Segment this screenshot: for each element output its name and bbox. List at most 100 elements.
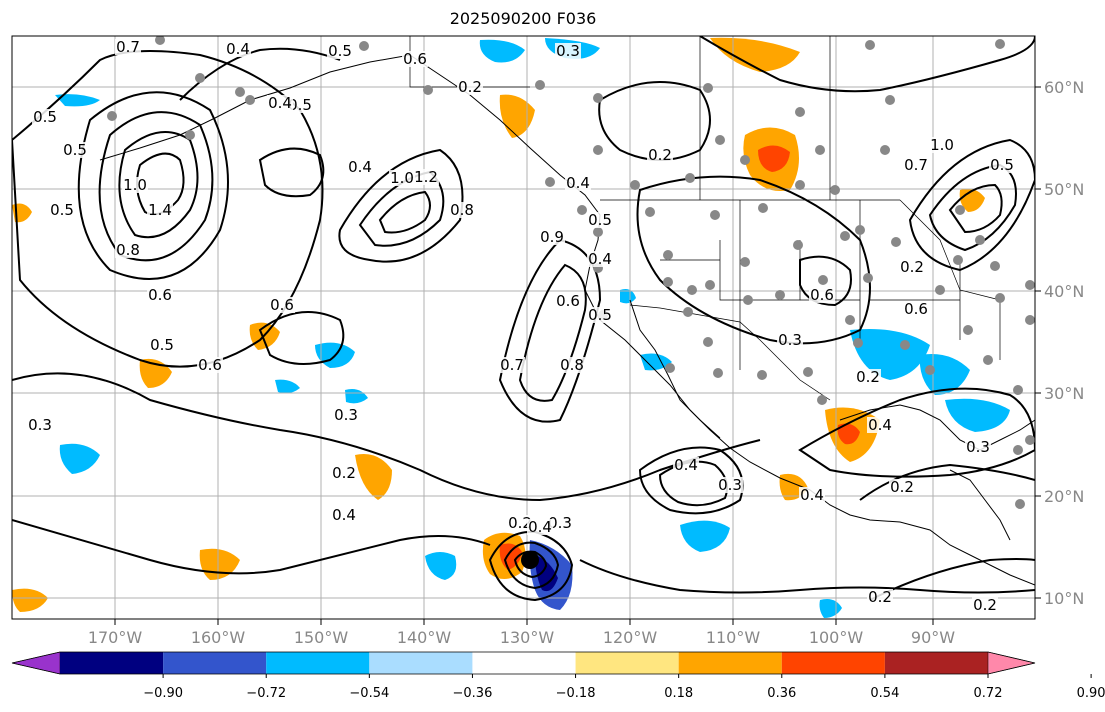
colorbar-segment [781,652,885,674]
lon-tick-label: 160°W [191,628,246,647]
contour-label-bg [555,293,581,309]
fill-patch [355,454,392,500]
contour-label-bg [972,597,998,613]
contour-label: 0.4 [566,174,590,192]
contour-label: 0.2 [458,78,482,96]
contour-label-bg [333,407,359,423]
colorbar-tick-label: −0.36 [453,686,493,701]
contour-label: 0.5 [288,96,312,114]
contour-label: 0.4 [226,40,250,58]
contour-label: 0.8 [116,241,140,259]
contour-label-bg [647,147,673,163]
contour-label: 0.5 [588,211,612,229]
contour-label-bg [717,477,743,493]
contour-label-bg [147,287,173,303]
contour-label: 0.5 [63,141,87,159]
contour-label: 0.5 [33,108,57,126]
colorbar-outline [11,651,1036,675]
contour-label-bg [32,109,58,125]
colorbar-tick-label: 0.54 [870,686,899,701]
contour-label: 0.4 [674,456,698,474]
fill-patch [945,398,1010,432]
contour-label-bg [899,259,925,275]
contour-label: 0.3 [548,514,572,532]
contour-label-bg [49,202,75,218]
colorbar-segment [163,652,267,674]
lat-tick-label: 50°N [1044,180,1084,199]
contour-label: 0.5 [150,336,174,354]
contour-label: 0.5 [588,306,612,324]
fill-patch [919,354,970,395]
contour-label: 0.6 [904,300,928,318]
contour-label: 0.3 [334,406,358,424]
contour-label: 0.3 [778,331,802,349]
contour-label-bg [507,515,533,531]
colorbar-tick-label: 0.36 [767,686,796,701]
contour-label-bg [889,479,915,495]
fill-patch [12,588,48,612]
fill-patch [479,39,525,63]
contour-label-bg [539,229,565,245]
contour-label-bg [287,97,313,113]
contour-label: 0.3 [966,438,990,456]
contour-label: 0.6 [556,292,580,310]
contour-label: 0.4 [332,506,356,524]
lon-tick-label: 140°W [397,628,452,647]
colorbar-segment [60,652,164,674]
lat-tick-label: 30°N [1044,384,1084,403]
contour-label-bg [555,43,581,59]
contour-label: 0.2 [868,588,892,606]
contour-label-bg [331,465,357,481]
contour-label-bg [903,157,929,173]
colorbar-segment [884,652,988,674]
lat-tick-label: 10°N [1044,589,1084,608]
contour-label-bg [122,177,148,193]
lon-tick-label: 110°W [706,628,761,647]
contour-label: 0.2 [508,514,532,532]
longitude-ticks: 170°W 160°W 150°W 140°W 130°W 120°W 110°W 100°W… [88,619,955,647]
contour-label: 0.2 [890,478,914,496]
contour-label: 0.3 [718,476,742,494]
contour-label-bg [799,487,825,503]
contour-label: 1.4 [148,201,172,219]
contour-label: 0.7 [904,156,928,174]
contour-label: 0.6 [198,356,222,374]
contour-label: 0.5 [990,156,1014,174]
fill-patch [680,520,730,552]
contour-label-bg [499,357,525,373]
fill-patch [499,94,535,138]
contour-label-bg [547,515,573,531]
contour-label: 1.0 [123,176,147,194]
contour-label: 0.2 [648,146,672,164]
contour-label-bg [225,41,251,57]
map-title: 2025090200 F036 [449,9,597,28]
lon-tick-label: 130°W [500,628,555,647]
colorbar-extend-low [11,651,61,675]
contour-label-bg [867,417,893,433]
contour-label: 0.3 [28,416,52,434]
lon-tick-label: 150°W [294,628,349,647]
contour-label: 0.4 [800,486,824,504]
lon-tick-label: 170°W [88,628,143,647]
contour-label: 0.4 [528,518,552,536]
contour-label-bg [777,332,803,348]
contour-label-bg [413,169,439,185]
contour-label-bg [457,79,483,95]
contour-label-bg [267,95,293,111]
contour-label-bg [149,337,175,353]
contour-label: 0.4 [588,250,612,268]
contour-label-bg [587,251,613,267]
contour-label: 0.4 [348,158,372,176]
colorbar-tick-label: 0.72 [974,686,1003,701]
colorbar-extend-high [987,651,1036,675]
contour-label-bg [527,519,553,535]
contour-label-bg [587,212,613,228]
contour-label: 0.2 [900,258,924,276]
station-dots [107,36,1035,509]
colorbar-tick-label: −0.90 [143,686,183,701]
political-borders [409,36,1001,401]
colorbar-segment [575,652,679,674]
fill-patch [620,289,636,304]
contour-label-bg [559,357,585,373]
fill-patch [535,555,558,592]
